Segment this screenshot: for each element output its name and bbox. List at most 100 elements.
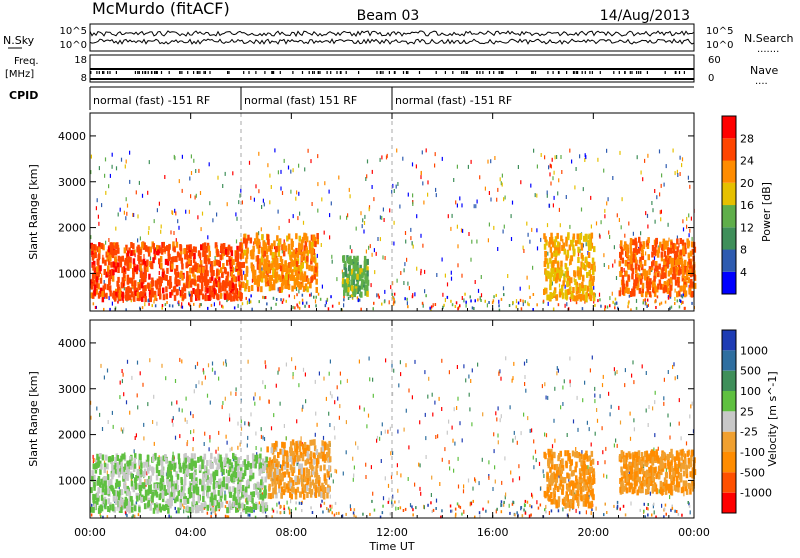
echo-point <box>469 393 470 397</box>
echo-point <box>227 441 228 445</box>
echo-point <box>429 307 431 310</box>
echo-point <box>353 478 354 482</box>
echo-point <box>516 511 518 514</box>
echo-point <box>472 487 473 491</box>
freq-tick-mark <box>445 71 446 74</box>
colorbar-tick-label: 16 <box>740 199 754 212</box>
echo-point <box>444 447 445 451</box>
echo-point <box>630 502 631 506</box>
echo-point <box>294 295 295 299</box>
echo-point <box>512 201 513 205</box>
echo-cell <box>184 293 187 299</box>
echo-cell <box>311 255 314 261</box>
echo-cell <box>92 265 95 271</box>
echo-point <box>479 175 480 179</box>
echo-cell <box>117 455 120 461</box>
echo-point <box>536 500 537 504</box>
echo-point <box>289 512 291 515</box>
echo-cell <box>238 503 241 509</box>
y-tick-label: 2000 <box>58 222 86 235</box>
echo-cell <box>268 486 271 492</box>
echo-point <box>129 180 130 184</box>
echo-cell <box>138 460 141 466</box>
echo-cell <box>151 466 154 472</box>
echo-point <box>191 171 192 175</box>
echo-point <box>587 421 588 425</box>
echo-point <box>268 400 269 404</box>
echo-point <box>532 266 533 270</box>
echo-cell <box>205 264 208 270</box>
echo-point <box>183 509 184 513</box>
echo-cell <box>281 493 284 499</box>
echo-point <box>174 209 175 213</box>
echo-point <box>366 250 367 254</box>
echo-point <box>512 301 514 304</box>
echo-point <box>101 203 102 207</box>
freq-tick-mark <box>613 71 614 74</box>
echo-cell <box>245 508 248 514</box>
echo-point <box>384 218 385 222</box>
echo-point <box>400 372 401 376</box>
echo-point <box>381 155 382 159</box>
echo-point <box>461 228 462 232</box>
echo-point <box>653 503 655 506</box>
echo-cell <box>367 280 370 286</box>
echo-cell <box>622 258 625 264</box>
echo-point <box>645 298 647 301</box>
echo-point <box>579 154 580 158</box>
echo-cell <box>250 469 253 475</box>
echo-point <box>109 308 111 311</box>
freq-tick-mark <box>636 71 637 74</box>
echo-point <box>192 447 193 451</box>
echo-point <box>530 429 531 433</box>
echo-point <box>558 303 560 306</box>
colorbar-swatch <box>722 138 736 160</box>
echo-cell <box>328 465 331 471</box>
echo-cell <box>549 284 552 290</box>
nsearch-tick-bottom: 10^0 <box>706 40 733 51</box>
freq-tick-mark <box>205 71 206 74</box>
echo-cell <box>231 250 234 256</box>
echo-point <box>439 482 440 486</box>
echo-point <box>552 176 553 180</box>
echo-point <box>571 160 572 164</box>
freq-tick-bottom: 8 <box>81 73 87 84</box>
echo-point <box>490 198 491 202</box>
echo-point <box>441 509 443 512</box>
echo-cell <box>168 499 171 505</box>
echo-cell <box>684 260 687 266</box>
echo-cell <box>181 264 184 270</box>
echo-point <box>514 431 515 435</box>
echo-point <box>646 305 648 308</box>
echo-cell <box>213 483 216 489</box>
echo-cell <box>359 268 362 274</box>
nsearch-noise-line <box>90 39 694 44</box>
echo-point <box>103 308 105 311</box>
freq-tick-mark <box>151 71 152 74</box>
echo-point <box>604 209 605 213</box>
echo-cell <box>639 242 642 248</box>
echo-cell <box>202 496 205 502</box>
echo-cell <box>670 258 673 264</box>
echo-point <box>389 300 390 304</box>
echo-cell <box>207 279 210 285</box>
echo-point <box>682 295 684 298</box>
echo-cell <box>272 492 275 498</box>
echo-cell <box>166 268 169 274</box>
echo-point <box>288 507 290 510</box>
echo-cell <box>309 488 312 494</box>
echo-point <box>410 228 411 232</box>
echo-point <box>681 514 683 517</box>
echo-point <box>404 297 406 300</box>
echo-point <box>431 493 432 497</box>
echo-point <box>458 505 460 508</box>
echo-point <box>533 149 534 153</box>
echo-point <box>664 508 666 511</box>
echo-point <box>400 506 402 509</box>
echo-point <box>670 423 671 427</box>
echo-cell <box>148 274 151 280</box>
echo-point <box>655 220 656 224</box>
echo-point <box>614 259 615 263</box>
echo-point <box>191 154 192 158</box>
echo-cell <box>672 243 675 249</box>
